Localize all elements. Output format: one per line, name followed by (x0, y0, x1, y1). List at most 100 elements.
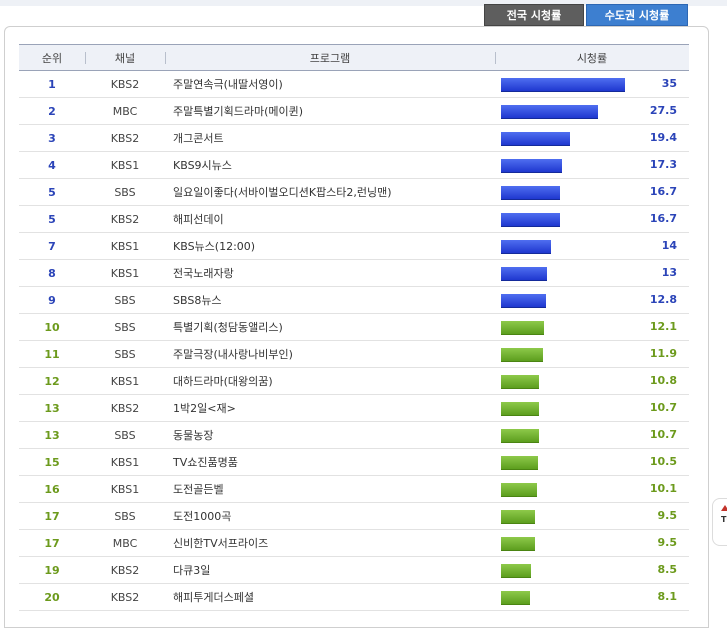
rating-cell: 8.5 (495, 556, 689, 584)
program-cell: 일요일이좋다(서바이벌오디션K팝스타2,런닝맨) (165, 178, 495, 206)
rank-cell: 17 (19, 502, 85, 530)
tab-capital-area-rating[interactable]: 수도권 시청률 (586, 4, 688, 26)
scroll-to-top-button[interactable]: TO (712, 498, 727, 546)
table-row: 12 KBS1 대하드라마(대왕의꿈) 10.8 (19, 367, 689, 395)
program-cell: 동물농장 (165, 421, 495, 449)
table-row: 17 SBS 도전1000곡 9.5 (19, 502, 689, 530)
rating-value: 12.1 (649, 320, 677, 333)
header-rating: 시청률 (495, 44, 689, 71)
channel-cell: SBS (85, 502, 165, 530)
rank-cell: 13 (19, 394, 85, 422)
channel-cell: MBC (85, 529, 165, 557)
scroll-top-label: TO (721, 515, 727, 524)
channel-cell: KBS1 (85, 367, 165, 395)
table-row: 16 KBS1 도전골든벨 10.1 (19, 475, 689, 503)
rating-bar (501, 78, 625, 92)
program-cell: 대하드라마(대왕의꿈) (165, 367, 495, 395)
rating-value: 10.1 (649, 482, 677, 495)
table-row: 20 KBS2 해피투게더스페셜 8.1 (19, 583, 689, 611)
table-row: 17 MBC 신비한TV서프라이즈 9.5 (19, 529, 689, 557)
rating-bar (501, 348, 543, 362)
rank-cell: 16 (19, 475, 85, 503)
rating-value: 17.3 (649, 158, 677, 171)
rating-value: 27.5 (649, 104, 677, 117)
rating-bar (501, 267, 547, 281)
rating-bar (501, 159, 562, 173)
channel-cell: KBS1 (85, 151, 165, 179)
rating-bar (501, 456, 538, 470)
header-program: 프로그램 (165, 44, 495, 71)
rating-bar (501, 375, 539, 389)
rating-cell: 14 (495, 232, 689, 260)
rating-cell: 13 (495, 259, 689, 287)
table-row: 10 SBS 특별기획(청담동앨리스) 12.1 (19, 313, 689, 341)
table-row: 9 SBS SBS8뉴스 12.8 (19, 286, 689, 314)
rating-value: 8.1 (657, 590, 678, 603)
rating-bar (501, 105, 598, 119)
rank-cell: 15 (19, 448, 85, 476)
channel-cell: KBS2 (85, 205, 165, 233)
table-row: 13 KBS2 1박2일<재> 10.7 (19, 394, 689, 422)
rating-value: 16.7 (649, 185, 677, 198)
table-row: 3 KBS2 개그콘서트 19.4 (19, 124, 689, 152)
channel-cell: KBS2 (85, 70, 165, 98)
program-cell: 전국노래자랑 (165, 259, 495, 287)
program-cell: 신비한TV서프라이즈 (165, 529, 495, 557)
channel-cell: KBS1 (85, 232, 165, 260)
rating-bar (501, 591, 530, 605)
table-row: 5 KBS2 해피선데이 16.7 (19, 205, 689, 233)
ratings-table-body: 1 KBS2 주말연속극(내딸서영이) 35 2 MBC 주말특별기획드라마(메이퀸) 27.… (19, 70, 689, 611)
rating-bar (501, 132, 570, 146)
rating-cell: 27.5 (495, 97, 689, 125)
rating-cell: 16.7 (495, 205, 689, 233)
program-cell: 주말특별기획드라마(메이퀸) (165, 97, 495, 125)
program-cell: 특별기획(청담동앨리스) (165, 313, 495, 341)
rating-value: 16.7 (649, 212, 677, 225)
rating-bar (501, 510, 535, 524)
rating-bar (501, 213, 560, 227)
rating-cell: 12.1 (495, 313, 689, 341)
channel-cell: KBS1 (85, 475, 165, 503)
rating-value: 19.4 (649, 131, 677, 144)
rating-bar (501, 564, 531, 578)
rating-value: 10.5 (649, 455, 677, 468)
program-cell: KBS9시뉴스 (165, 151, 495, 179)
rank-cell: 13 (19, 421, 85, 449)
header-rank: 순위 (19, 44, 85, 71)
rank-cell: 4 (19, 151, 85, 179)
ratings-table: 순위 채널 프로그램 시청률 1 KBS2 주말연속극(내딸서영이) 35 2 MBC 주말… (19, 44, 689, 611)
rank-cell: 7 (19, 232, 85, 260)
channel-cell: KBS1 (85, 448, 165, 476)
rating-cell: 10.7 (495, 421, 689, 449)
rating-cell: 10.7 (495, 394, 689, 422)
channel-cell: KBS1 (85, 259, 165, 287)
rating-cell: 9.5 (495, 529, 689, 557)
rank-cell: 19 (19, 556, 85, 584)
rating-cell: 10.5 (495, 448, 689, 476)
rank-cell: 17 (19, 529, 85, 557)
program-cell: 도전1000곡 (165, 502, 495, 530)
rating-value: 10.7 (649, 428, 677, 441)
program-cell: 도전골든벨 (165, 475, 495, 503)
channel-cell: SBS (85, 313, 165, 341)
rating-value: 35 (661, 77, 677, 90)
rating-bar (501, 294, 546, 308)
rank-cell: 3 (19, 124, 85, 152)
rating-cell: 9.5 (495, 502, 689, 530)
arrow-up-icon (721, 505, 727, 511)
rating-bar (501, 429, 539, 443)
program-cell: TV쇼진품명품 (165, 448, 495, 476)
rank-cell: 12 (19, 367, 85, 395)
table-row: 5 SBS 일요일이좋다(서바이벌오디션K팝스타2,런닝맨) 16.7 (19, 178, 689, 206)
rating-value: 10.7 (649, 401, 677, 414)
rating-value: 10.8 (649, 374, 677, 387)
program-cell: SBS8뉴스 (165, 286, 495, 314)
table-row: 11 SBS 주말극장(내사랑나비부인) 11.9 (19, 340, 689, 368)
channel-cell: SBS (85, 340, 165, 368)
top-strip (0, 0, 727, 6)
table-row: 19 KBS2 다큐3일 8.5 (19, 556, 689, 584)
tab-national-rating[interactable]: 전국 시청률 (484, 4, 584, 26)
rating-value: 9.5 (657, 509, 678, 522)
program-cell: 해피투게더스페셜 (165, 583, 495, 611)
rank-cell: 10 (19, 313, 85, 341)
